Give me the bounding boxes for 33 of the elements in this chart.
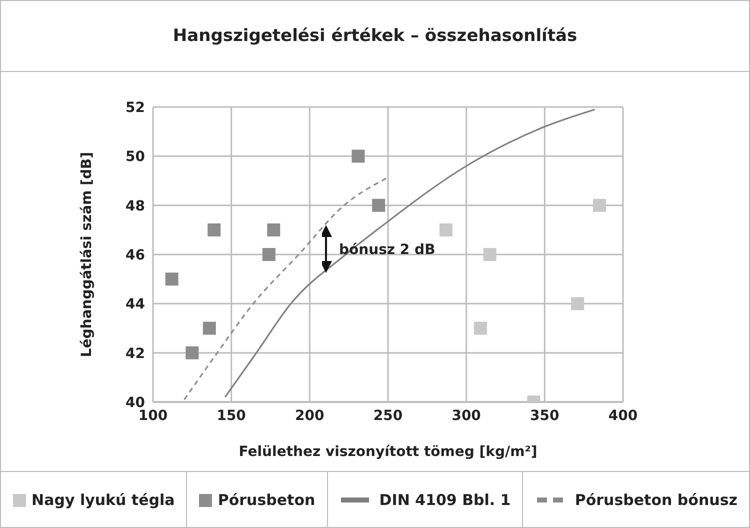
point xyxy=(262,248,276,261)
y-tick-label: 42 xyxy=(126,346,145,362)
y-tick-label: 52 xyxy=(126,100,145,116)
x-tick-label: 300 xyxy=(452,408,482,424)
point xyxy=(593,198,606,212)
y-tick-label: 50 xyxy=(126,149,146,166)
x-tick-label: 400 xyxy=(608,408,638,424)
point xyxy=(483,248,496,261)
chart-title: Hangszigetelési értékek – összehasonlítás xyxy=(1,1,749,72)
point xyxy=(165,272,178,286)
point xyxy=(474,322,487,335)
point xyxy=(208,223,221,236)
legend-label: Pórusbeton xyxy=(218,491,316,509)
legend-label: Pórusbeton bónusz xyxy=(574,491,738,509)
legend-label: Nagy lyukú tégla xyxy=(32,491,175,509)
point xyxy=(186,346,199,360)
point xyxy=(372,198,386,212)
legend-label: DIN 4109 Bbl. 1 xyxy=(379,491,511,509)
line-series xyxy=(224,108,596,398)
x-tick-label: 200 xyxy=(295,408,325,424)
y-axis-title: Léghanggátlási szám [dB] xyxy=(79,152,95,358)
x-tick-label: 250 xyxy=(373,408,403,424)
point xyxy=(571,297,584,310)
point xyxy=(352,150,365,163)
y-tick-label: 48 xyxy=(126,198,145,214)
point xyxy=(439,223,452,236)
point xyxy=(202,322,216,335)
y-tick-label: 44 xyxy=(126,296,146,313)
x-axis-title: Felülethez viszonyított tömeg [kg/m²] xyxy=(238,444,538,460)
y-tick-label: 46 xyxy=(126,247,145,264)
x-tick-label: 150 xyxy=(216,408,246,424)
x-tick-label: 350 xyxy=(530,408,560,424)
point xyxy=(267,223,280,236)
